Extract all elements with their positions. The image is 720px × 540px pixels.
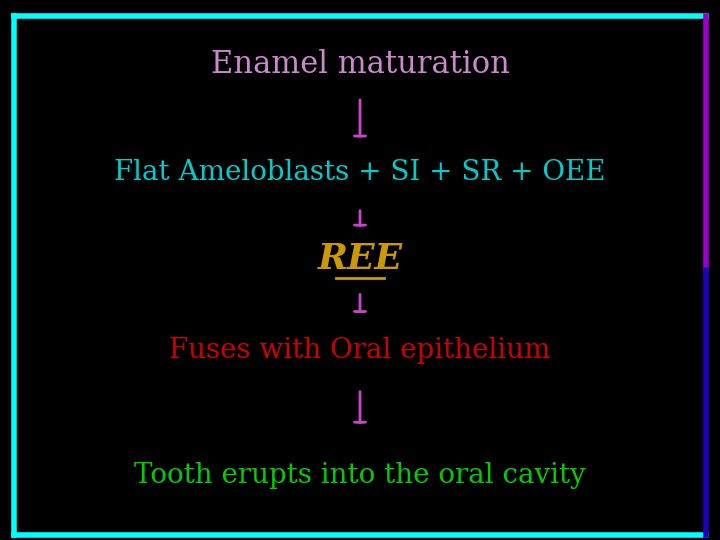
- Text: Flat Ameloblasts + SI + SR + OEE: Flat Ameloblasts + SI + SR + OEE: [114, 159, 606, 186]
- Text: REE: REE: [318, 242, 402, 276]
- Text: Enamel maturation: Enamel maturation: [210, 49, 510, 80]
- Text: Fuses with Oral epithelium: Fuses with Oral epithelium: [169, 338, 551, 364]
- Text: Tooth erupts into the oral cavity: Tooth erupts into the oral cavity: [134, 462, 586, 489]
